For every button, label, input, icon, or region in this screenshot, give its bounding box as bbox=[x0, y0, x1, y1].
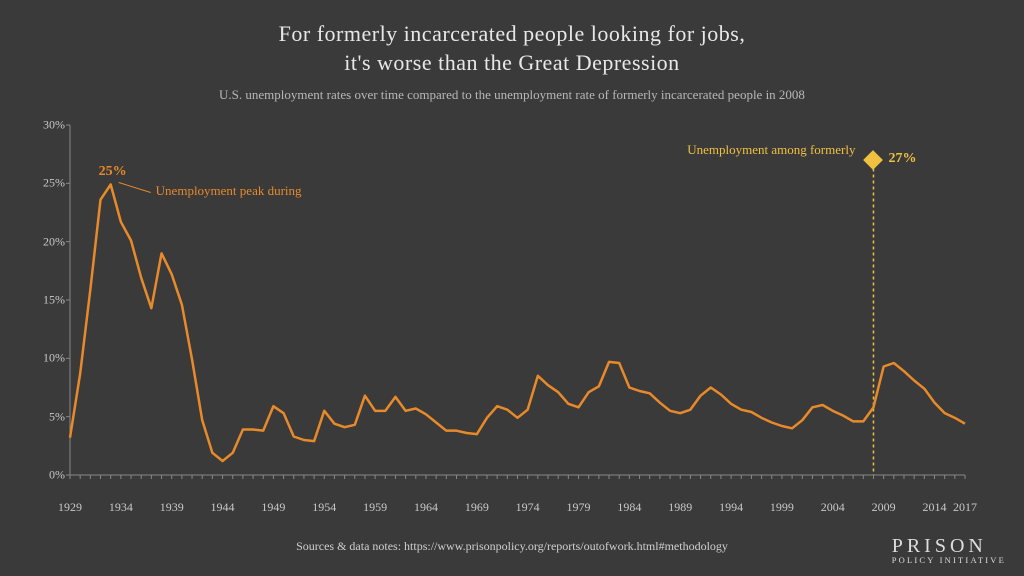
x-tick: 2014 bbox=[922, 500, 946, 515]
x-tick: 1974 bbox=[516, 500, 540, 515]
y-tick: 25% bbox=[25, 176, 65, 191]
x-tick: 1964 bbox=[414, 500, 438, 515]
title-line1: For formerly incarcerated people looking… bbox=[0, 20, 1024, 49]
incarcerated-annotation: Unemployment among formerlyincarcerated … bbox=[687, 142, 855, 159]
y-tick: 15% bbox=[25, 293, 65, 308]
logo-bottom: POLICY INITIATIVE bbox=[892, 556, 1006, 564]
x-tick: 1934 bbox=[109, 500, 133, 515]
y-tick: 0% bbox=[25, 468, 65, 483]
x-tick: 1994 bbox=[719, 500, 743, 515]
x-tick: 2004 bbox=[821, 500, 845, 515]
x-tick: 1979 bbox=[567, 500, 591, 515]
x-tick: 1999 bbox=[770, 500, 794, 515]
x-tick: 1939 bbox=[160, 500, 184, 515]
chart-svg bbox=[70, 125, 965, 495]
x-tick: 2009 bbox=[872, 500, 896, 515]
logo-top: PRISON bbox=[892, 537, 1006, 556]
logo: PRISON POLICY INITIATIVE bbox=[892, 537, 1006, 564]
y-tick: 10% bbox=[25, 351, 65, 366]
x-tick: 1969 bbox=[465, 500, 489, 515]
y-tick: 5% bbox=[25, 409, 65, 424]
peak-annotation: Unemployment peak duringthe Great Depres… bbox=[156, 183, 302, 200]
sources-text: Sources & data notes: https://www.prison… bbox=[0, 539, 1024, 554]
x-tick: 1949 bbox=[261, 500, 285, 515]
x-tick: 1929 bbox=[58, 500, 82, 515]
peak-value-label: 25% bbox=[99, 163, 127, 181]
unemployment-chart: 0%5%10%15%20%25%30%192919341939194419491… bbox=[70, 125, 965, 495]
x-tick: 1944 bbox=[211, 500, 235, 515]
x-tick: 1984 bbox=[617, 500, 641, 515]
x-tick: 1954 bbox=[312, 500, 336, 515]
y-tick: 20% bbox=[25, 234, 65, 249]
title-line2: it's worse than the Great Depression bbox=[0, 49, 1024, 78]
x-tick: 1959 bbox=[363, 500, 387, 515]
y-tick: 30% bbox=[25, 118, 65, 133]
title-block: For formerly incarcerated people looking… bbox=[0, 0, 1024, 103]
subtitle: U.S. unemployment rates over time compar… bbox=[0, 87, 1024, 103]
x-tick: 1989 bbox=[668, 500, 692, 515]
x-tick: 2017 bbox=[953, 500, 977, 515]
incarcerated-value-label: 27% bbox=[888, 150, 916, 168]
